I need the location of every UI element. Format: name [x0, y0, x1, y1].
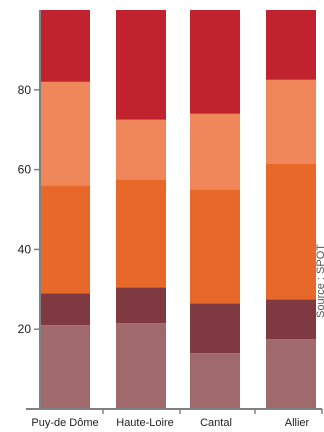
- bar-segment-4-3: [266, 163, 316, 300]
- y-ticks: 20 40 60 80: [18, 83, 323, 414]
- x-category-label-3: Cantal: [200, 417, 232, 429]
- bar-segment-3-1: [190, 353, 240, 409]
- y-tick-label-60: 60: [18, 163, 32, 177]
- x-labels: Puy-de Dôme Haute-Loire Cantal Allier: [31, 417, 309, 429]
- source-label: Source : SPOT: [315, 244, 324, 318]
- y-tick-label-80: 80: [18, 83, 32, 97]
- bar-segment-1-5: [40, 10, 90, 82]
- bar-segment-2-4: [116, 119, 166, 180]
- bar-segment-2-3: [116, 179, 166, 288]
- bar-segment-2-5: [116, 10, 166, 120]
- y-tick-label-40: 40: [18, 242, 32, 256]
- x-category-label-2: Haute-Loire: [116, 417, 173, 429]
- bar-segment-3-5: [190, 10, 240, 114]
- bar-segment-1-2: [40, 293, 90, 326]
- x-category-label-1: Puy-de Dôme: [31, 417, 98, 429]
- bar-segment-3-3: [190, 189, 240, 304]
- y-tick-label-20: 20: [18, 322, 32, 336]
- bar-segment-3-4: [190, 113, 240, 190]
- bar-segment-1-3: [40, 185, 90, 294]
- bar-segment-4-1: [266, 339, 316, 409]
- bar-segment-4-4: [266, 79, 316, 164]
- x-category-label-4: Allier: [285, 417, 310, 429]
- bar-segment-4-5: [266, 10, 316, 80]
- bar-segment-1-1: [40, 325, 90, 409]
- bar-segment-3-2: [190, 303, 240, 354]
- axes-layer: [26, 10, 322, 410]
- bar-segment-2-2: [116, 287, 166, 324]
- bar-segment-4-2: [266, 299, 316, 340]
- bar-segment-2-1: [116, 323, 166, 409]
- bar-segment-1-4: [40, 81, 90, 186]
- bars-layer: [40, 10, 316, 409]
